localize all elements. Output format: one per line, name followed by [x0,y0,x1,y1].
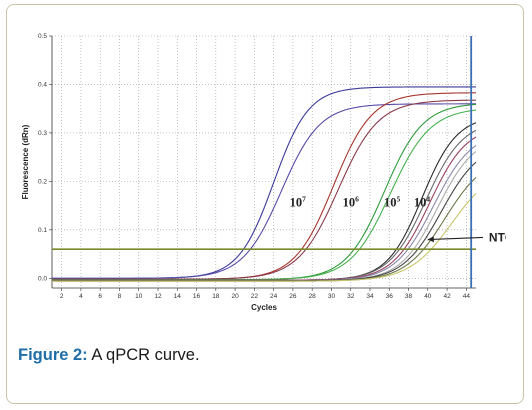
x-axis-label: Cycles [251,303,277,312]
x-tick-label: 10 [135,293,143,300]
amplification-curve-2 [52,103,476,279]
x-tick-label: 20 [231,293,239,300]
y-tick-label: 0.2 [38,179,47,186]
y-tick-label: 0.0 [38,276,47,283]
axes: 2 4 6 8 10 12 14 16 18 20 22 24 26 28 30 32 34 36 38 40 42 44… [38,33,476,300]
y-tick-label: 0.5 [38,33,47,40]
x-tick-label: 6 [98,293,102,300]
x-tick-label: 2 [60,293,64,300]
x-tick-label: 32 [347,293,355,300]
x-tick-label: 42 [443,293,451,300]
qpcr-chart: 2 4 6 8 10 12 14 16 18 20 22 24 26 28 30 32 34 36 38 40 42 44… [21,33,506,312]
series-lines [52,36,477,288]
amplification-curve-14 [52,193,477,282]
x-tick-label: 18 [212,293,220,300]
x-tick-label: 16 [193,293,201,300]
x-tick-label: 24 [270,293,278,300]
x-tick-label: 4 [79,293,83,300]
x-tick-label: 34 [366,293,374,300]
ntc-label: NTC [489,230,506,244]
dilution-label: 104 [414,195,431,210]
ntc-arrow-head [427,236,434,243]
y-tick-label: 0.1 [38,227,47,234]
x-tick-label: 36 [386,293,394,300]
figure-caption: Figure 2: A qPCR curve. [18,346,200,365]
x-tick-label: 8 [118,293,122,300]
caption-text: A qPCR curve. [87,346,200,364]
x-tick-label: 44 [463,293,471,300]
x-tick-label: 38 [405,293,413,300]
dilution-label: 106 [343,195,360,210]
dilution-label: 105 [384,195,401,210]
x-tick-label: 26 [289,293,297,300]
y-axis-label: Fluorescence (dRn) [21,124,30,199]
caption-label: Figure 2: [18,346,88,364]
x-tick-label: 14 [174,293,182,300]
x-tick-label: 22 [251,293,259,300]
dilution-label: 107 [290,195,307,210]
x-tick-label: 40 [424,293,432,300]
y-tick-label: 0.3 [38,130,47,137]
x-tick-label: 30 [328,293,336,300]
x-tick-label: 28 [309,293,317,300]
x-tick-label: 12 [154,293,162,300]
ntc-arrow-shaft [427,236,483,241]
annotations: 107 106 105 104 NTC [290,195,506,245]
y-tick-label: 0.4 [38,82,47,89]
